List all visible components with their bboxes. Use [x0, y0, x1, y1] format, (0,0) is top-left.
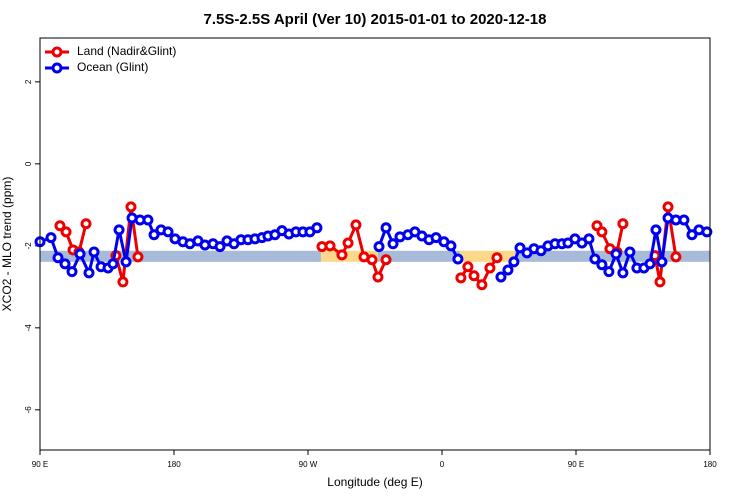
- point: [59, 258, 71, 270]
- point: [508, 256, 520, 268]
- point: [107, 258, 119, 270]
- point: [214, 241, 226, 253]
- point: [476, 279, 488, 291]
- reference-band: [459, 250, 515, 262]
- point: [701, 226, 713, 238]
- reference-band: [320, 250, 378, 262]
- point: [495, 271, 507, 283]
- point: [60, 226, 72, 238]
- x-tick-label: 90 E: [568, 460, 584, 469]
- point: [535, 245, 547, 257]
- reference-band: [40, 250, 321, 262]
- point: [132, 251, 144, 263]
- legend-label: Land (Nadir&Glint): [77, 44, 176, 58]
- y-tick-label: 2: [24, 79, 33, 84]
- point: [380, 222, 392, 234]
- point: [514, 242, 526, 254]
- chart-title: 7.5S-2.5S April (Ver 10) 2015-01-01 to 2…: [204, 11, 547, 28]
- point: [66, 266, 78, 278]
- point: [83, 267, 95, 279]
- point: [342, 237, 354, 249]
- x-tick-label: 90 W: [299, 460, 318, 469]
- point: [644, 258, 656, 270]
- point: [462, 261, 474, 273]
- legend-label: Ocean (Glint): [77, 60, 148, 74]
- point: [80, 218, 92, 230]
- reference-band: [377, 250, 460, 262]
- point: [603, 266, 615, 278]
- point: [656, 256, 668, 268]
- point: [455, 272, 467, 284]
- point: [484, 262, 496, 274]
- point: [74, 248, 86, 260]
- point: [596, 259, 608, 271]
- x-tick-label: 180: [703, 460, 717, 469]
- point: [366, 254, 378, 266]
- point: [336, 249, 348, 261]
- point: [45, 232, 57, 244]
- point: [502, 264, 514, 276]
- point: [654, 276, 666, 288]
- point: [491, 252, 503, 264]
- point: [583, 233, 595, 245]
- legend-marker: [51, 62, 63, 74]
- y-tick-label: -6: [24, 406, 33, 414]
- point: [372, 271, 384, 283]
- point: [88, 246, 100, 258]
- point: [678, 214, 690, 226]
- point: [125, 201, 137, 213]
- point: [387, 238, 399, 250]
- point: [52, 252, 64, 264]
- y-tick-label: -2: [24, 242, 33, 250]
- point: [162, 226, 174, 238]
- x-tick-label: 90 E: [32, 460, 48, 469]
- y-axis-label: XCO2 - MLO trend (ppm): [0, 177, 14, 312]
- point: [589, 253, 601, 265]
- point: [650, 224, 662, 236]
- y-tick-label: 0: [24, 161, 33, 166]
- point: [610, 248, 622, 260]
- point: [624, 246, 636, 258]
- point: [452, 253, 464, 265]
- point: [670, 251, 682, 263]
- point: [373, 241, 385, 253]
- point: [148, 229, 160, 241]
- point: [350, 219, 362, 231]
- point: [686, 229, 698, 241]
- y-tick-label: -4: [24, 324, 33, 332]
- point: [117, 276, 129, 288]
- point: [430, 232, 442, 244]
- point: [324, 240, 336, 252]
- point: [113, 224, 125, 236]
- x-tick-label: 180: [167, 460, 181, 469]
- point: [54, 220, 66, 232]
- x-tick-label: 0: [440, 460, 445, 469]
- point: [617, 267, 629, 279]
- point: [468, 270, 480, 282]
- point: [120, 256, 132, 268]
- point: [617, 218, 629, 230]
- point: [445, 240, 457, 252]
- point: [662, 201, 674, 213]
- plot-frame: [39, 37, 711, 451]
- point: [596, 226, 608, 238]
- point: [380, 254, 392, 266]
- x-axis-label: Longitude (deg E): [327, 475, 422, 489]
- legend-marker: [51, 46, 63, 58]
- point: [311, 222, 323, 234]
- point: [142, 214, 154, 226]
